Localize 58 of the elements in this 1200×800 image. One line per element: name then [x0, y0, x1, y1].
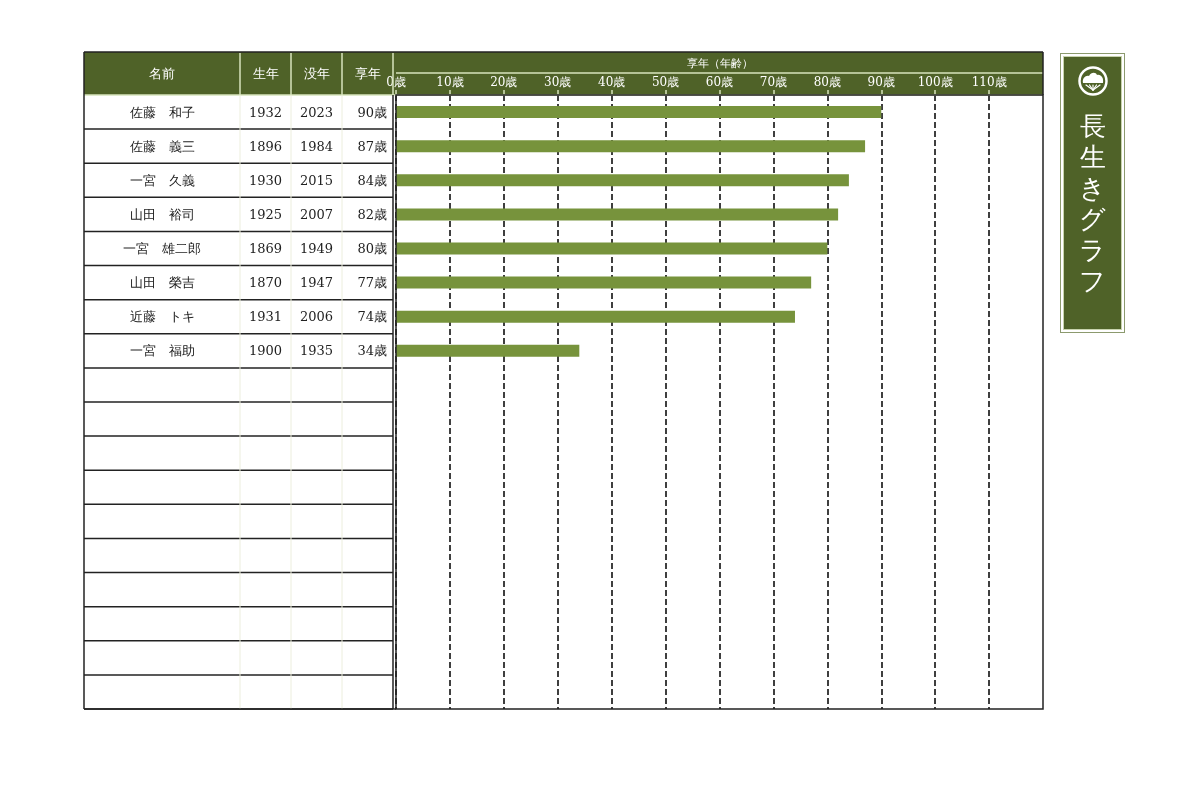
x2-tick-label: 30歳 [544, 75, 572, 89]
y-tick-label: 一宮 福助 [129, 343, 195, 359]
bar [396, 106, 882, 119]
bar [396, 208, 839, 221]
y-tick-label: 佐藤 義三 [129, 138, 195, 154]
text: 没年 [303, 66, 330, 81]
x2-tick-label: 20歳 [490, 75, 518, 89]
text: 1931 [248, 309, 283, 325]
text: 2023 [299, 104, 334, 120]
text: 長生きグラフ [1078, 111, 1107, 297]
x2-tick-label: 60歳 [705, 75, 734, 89]
data-label: 77歳 [357, 275, 387, 291]
data-label: 74歳 [357, 309, 387, 325]
data-label: 82歳 [357, 206, 387, 222]
y-tick-label: 山田 裕司 [129, 206, 195, 222]
bar [396, 242, 828, 255]
text: 2015 [299, 172, 334, 188]
text: 1949 [299, 241, 334, 256]
data-label: 84歳 [357, 172, 387, 188]
text: 1947 [299, 275, 334, 291]
bar [396, 344, 580, 357]
x2-tick-label: 70歳 [759, 75, 788, 89]
y-tick-label: 山田 榮吉 [129, 275, 195, 291]
x2-tick-label: 110歳 [971, 75, 1007, 89]
bar [396, 174, 849, 187]
y-axis-title: 名前 [149, 66, 175, 81]
bar [396, 140, 866, 153]
x2-tick-label: 80歳 [813, 75, 841, 89]
text: 1935 [299, 343, 334, 359]
text: 1870 [248, 275, 283, 291]
data-label: 90歳 [357, 104, 387, 120]
bar [396, 276, 812, 289]
y-tick-label: 近藤 トキ [129, 309, 195, 325]
text: 2007 [299, 206, 334, 222]
text: 1900 [248, 343, 283, 359]
x2-tick-label: 40歳 [598, 75, 626, 89]
text: 1984 [299, 138, 334, 154]
data-label: 80歳 [357, 241, 387, 256]
x2-tick-label: 50歳 [651, 75, 680, 89]
text: 1932 [248, 104, 283, 120]
data-label: 87歳 [357, 138, 387, 154]
bar [396, 310, 795, 323]
x2-axis-title: 享年（年齢） [686, 57, 753, 70]
y-tick-label: 一宮 雄二郎 [123, 241, 201, 256]
y-tick-label: 佐藤 和子 [129, 104, 195, 120]
text: 生年 [252, 66, 279, 81]
x2-tick-label: 0歳 [386, 75, 406, 89]
text: 1930 [248, 172, 283, 188]
text: 2006 [299, 309, 334, 325]
data-label: 34歳 [357, 343, 387, 359]
text: 享年 [354, 66, 381, 81]
text: 1896 [248, 138, 283, 154]
text: 1925 [248, 206, 283, 222]
x2-tick-label: 10歳 [436, 75, 464, 89]
text: 1869 [248, 241, 283, 256]
x2-tick-label: 100歳 [917, 75, 953, 89]
y-tick-label: 一宮 久義 [129, 172, 195, 188]
x2-tick-label: 90歳 [867, 75, 895, 89]
